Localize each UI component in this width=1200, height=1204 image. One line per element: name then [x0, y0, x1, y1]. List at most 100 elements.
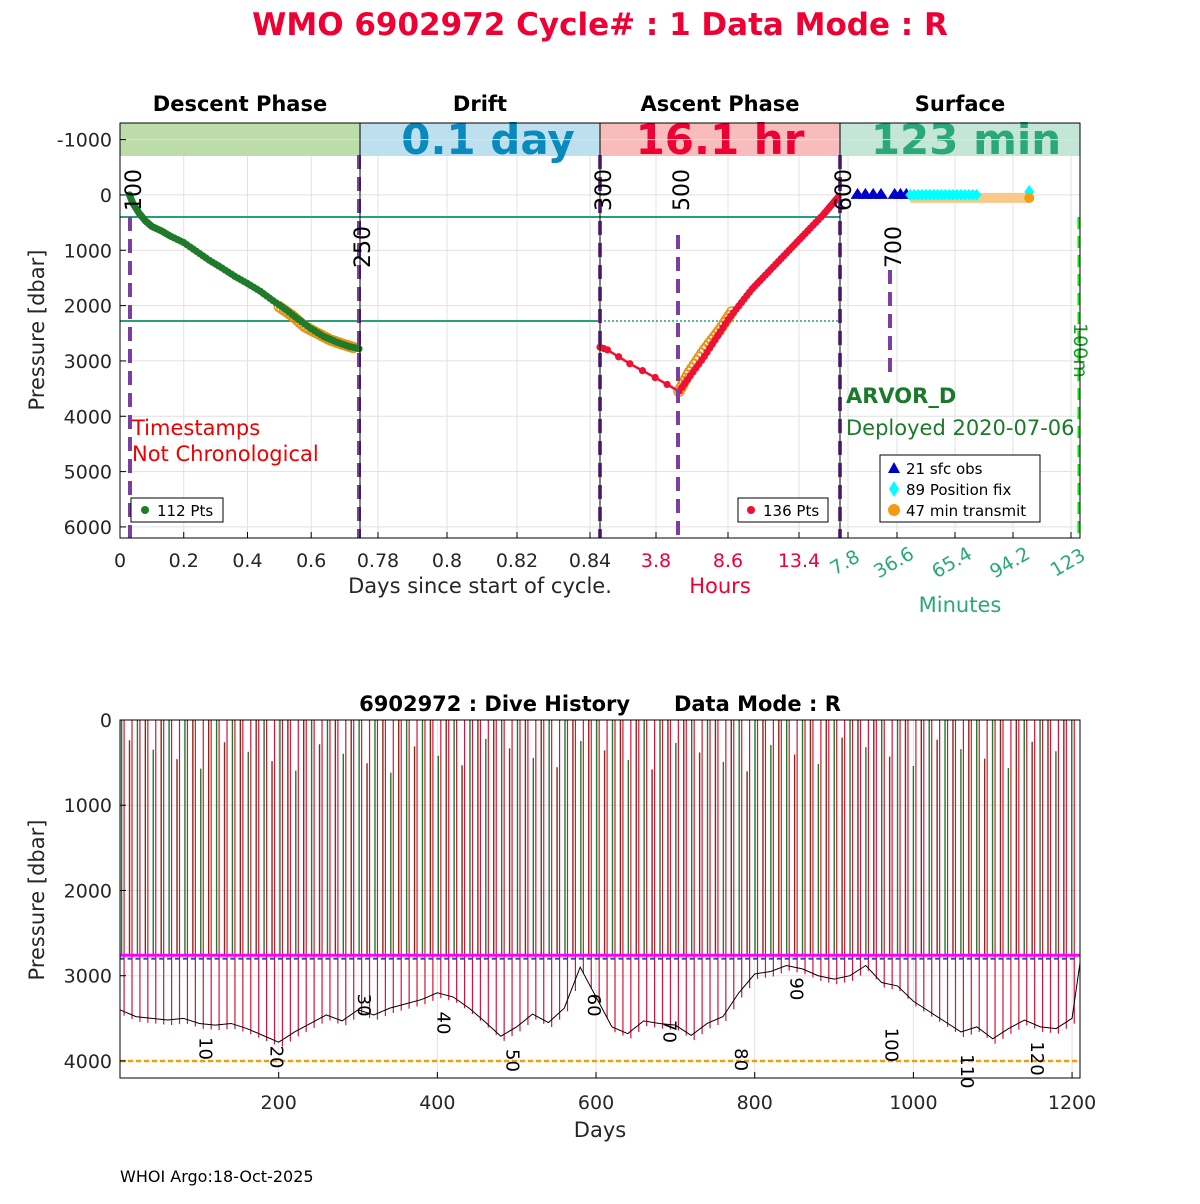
marker-label-500: 500: [670, 169, 695, 211]
top-y-tick-label: 1000: [64, 240, 112, 262]
ascent-phase-label: Ascent Phase: [641, 92, 800, 116]
bottom-x-tick-label: 400: [419, 1092, 455, 1114]
surface-x-label: Minutes: [919, 593, 1002, 617]
bottom-title: 6902972 : Dive History Data Mode : R: [359, 692, 841, 716]
profile-depth-line: [119, 962, 1081, 1043]
top-y-label: Pressure [dbar]: [25, 250, 49, 411]
bottom-data-layer: 10 20 30 40 50 60 70 80 90 100 110 120: [119, 720, 1081, 1088]
drift-x-tick-label: 0.84: [569, 550, 611, 572]
transmit-legend-marker: [888, 504, 900, 516]
warning-line-2: Not Chronological: [132, 442, 319, 466]
cycle-label: 80: [730, 1048, 751, 1071]
warning-line-1: Timestamps: [131, 416, 260, 440]
bottom-x-label: Days: [574, 1118, 626, 1142]
bottom-y-tick-label: 2000: [64, 880, 112, 902]
cycle-label: 20: [266, 1046, 287, 1069]
surface-x-tick-label: 94.2: [986, 543, 1034, 583]
descent-x-origin-label: 0: [114, 550, 126, 572]
bottom-y-label: Pressure [dbar]: [25, 820, 49, 981]
bottom-y-tick-label: 3000: [64, 966, 112, 988]
cycle-label: 60: [583, 994, 604, 1017]
ascent-line: [599, 194, 841, 394]
top-y-tick-label: -1000: [57, 130, 112, 152]
ascent-x-label: Hours: [689, 574, 751, 598]
sfc-obs-legend-marker: [888, 462, 900, 473]
top-y-tick-label: 4000: [64, 406, 112, 428]
drift-x-tick-label: 0.78: [357, 550, 399, 572]
cycle-label: 110: [956, 1054, 977, 1088]
drift-x-tick-label: 0.82: [496, 550, 538, 572]
footer-credit: WHOI Argo:18-Oct-2025: [120, 1167, 314, 1186]
marker-label-600: 600: [832, 169, 857, 211]
top-y-tick-label: 5000: [64, 462, 112, 484]
marker-label-250: 250: [351, 226, 376, 268]
ascent-point: [638, 367, 647, 375]
cycle-label: 120: [1026, 1041, 1047, 1075]
marker-label-300: 300: [592, 169, 617, 211]
surface-legend-1: 21 sfc obs: [906, 460, 983, 478]
descent-x-label: Days since start of cycle.: [348, 574, 612, 598]
ascent-legend-marker: [747, 506, 755, 514]
bottom-y-tick-label: 0: [100, 710, 112, 732]
drift-x-tick-label: 0.8: [432, 550, 462, 572]
descent-x-tick-label: 0.4: [232, 550, 262, 572]
bottom-ticks: 200 400 600 800 1000 1200 0 1000 2000 3000 4000: [64, 710, 1097, 1114]
cycle-label: 70: [658, 1020, 679, 1043]
bottom-x-tick-label: 200: [261, 1092, 297, 1114]
drift-phase-label: Drift: [453, 92, 507, 116]
ascent-point: [603, 346, 612, 354]
surface-legend-2: 89 Position fix: [906, 481, 1011, 499]
ascent-x-tick-label: 8.6: [713, 550, 743, 572]
ascent-point: [615, 353, 623, 361]
bottom-x-tick-label: 600: [578, 1092, 614, 1114]
cycle-label: 40: [432, 1012, 453, 1035]
descent-legend-text: 112 Pts: [157, 502, 213, 520]
surface-x-tick-label: 123: [1047, 544, 1089, 581]
ascent-x-tick-label: 13.4: [778, 550, 820, 572]
top-panel: Descent Phase Drift Ascent Phase Surface…: [25, 92, 1091, 617]
bottom-x-tick-label: 1000: [889, 1092, 937, 1114]
surface-x-tick-label: 7.8: [826, 546, 863, 580]
descent-point: [355, 345, 363, 353]
ascent-legend-text: 136 Pts: [763, 502, 819, 520]
sfc-obs-point: [873, 187, 888, 199]
figure-title: WMO 6902972 Cycle# : 1 Data Mode : R: [252, 7, 948, 43]
bottom-panel: 6902972 : Dive History Data Mode : R 10 2…: [25, 692, 1096, 1142]
position-fix-point: [971, 188, 982, 201]
cycle-label: 10: [194, 1037, 215, 1060]
surface-legend-3: 47 min transmit: [906, 502, 1026, 520]
descent-legend-marker: [141, 506, 149, 514]
ascent-x-tick-label: 3.8: [641, 550, 671, 572]
ascent-point: [663, 380, 671, 389]
float-type: ARVOR_D: [846, 384, 956, 408]
top-y-tick-label: 0: [100, 185, 112, 207]
bottom-x-tick-label: 800: [737, 1092, 773, 1114]
ascent-point: [626, 360, 634, 368]
top-y-ticks: -1000 0 1000 2000 3000 4000 5000 6000: [57, 130, 126, 539]
descent-x-tick-label: 0.6: [296, 550, 326, 572]
bottom-y-tick-label: 1000: [64, 795, 112, 817]
descent-legend: 112 Pts: [130, 497, 224, 523]
bottom-axes-frame: [119, 719, 1081, 1079]
marker-label-100: 100: [122, 169, 147, 211]
cycle-label: 100: [881, 1028, 902, 1062]
descent-line: [128, 194, 360, 350]
top-data-layer: [125, 184, 1035, 398]
surface-x-tick-label: 65.4: [928, 543, 976, 583]
cycle-label: 30: [353, 994, 374, 1017]
cycle-label: 90: [785, 977, 806, 1000]
descent-phase-label: Descent Phase: [153, 92, 327, 116]
descent-x-tick-label: 0.2: [169, 550, 199, 572]
bottom-x-tick-label: 1200: [1048, 1092, 1096, 1114]
marker-label-700: 700: [882, 226, 907, 268]
surface-legend: 21 sfc obs 89 Position fix 47 min transm…: [879, 454, 1041, 523]
bottom-y-tick-label: 4000: [64, 1051, 112, 1073]
cycle-label: 50: [501, 1049, 522, 1072]
surface-phase-label: Surface: [915, 92, 1005, 116]
transmit-end-point: [1024, 192, 1035, 203]
surface-x-tick-label: 36.6: [870, 543, 918, 583]
position-fix-legend-marker: [889, 481, 899, 497]
top-y-tick-label: 3000: [64, 351, 112, 373]
ascent-point: [651, 373, 659, 382]
